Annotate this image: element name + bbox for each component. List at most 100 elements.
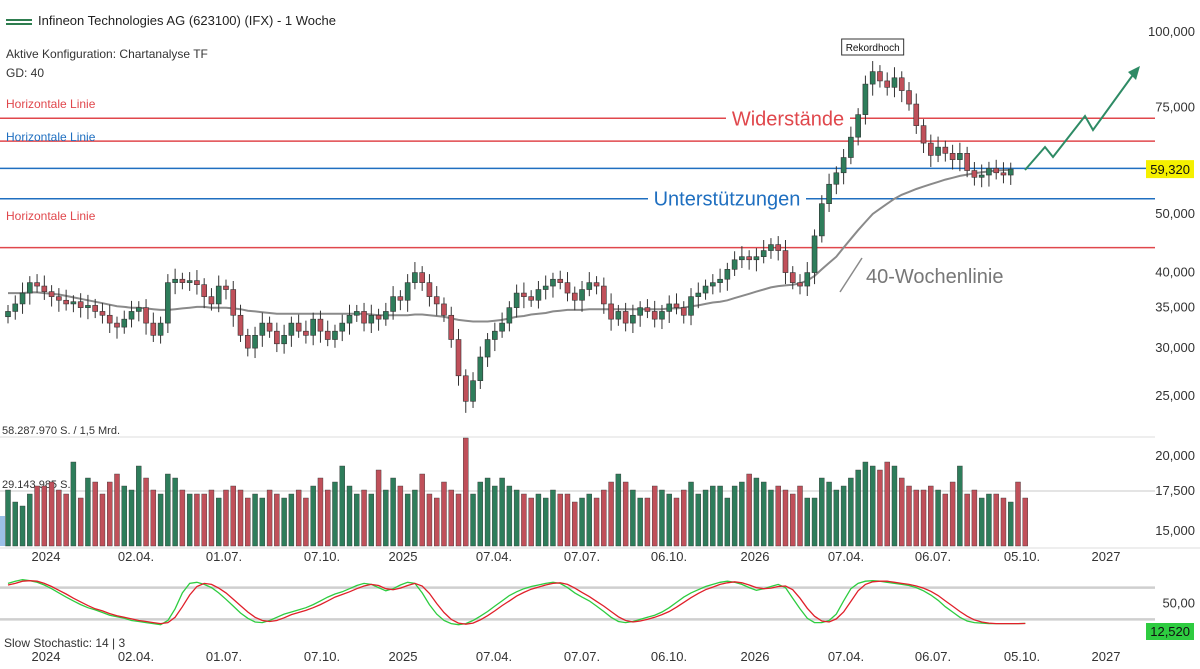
candle — [797, 282, 803, 287]
volume-bar — [281, 497, 287, 547]
volume-bar — [470, 493, 476, 547]
volume-bar — [383, 489, 389, 547]
volume-bar — [303, 497, 309, 547]
candle — [964, 153, 970, 171]
volume-bar — [186, 493, 193, 547]
volume-bar — [899, 477, 905, 547]
volume-bar — [506, 485, 513, 547]
stochastic-line-d — [7, 580, 1026, 625]
candle — [281, 335, 287, 345]
moving-average-line — [8, 168, 1011, 323]
candle — [1007, 168, 1014, 176]
candle — [622, 311, 629, 324]
volume-bar — [295, 489, 302, 547]
candle — [106, 314, 113, 324]
candle — [971, 170, 978, 178]
volume-bar — [157, 493, 164, 547]
volume-bar — [397, 485, 404, 547]
volume-bar — [753, 477, 760, 547]
x-axis-tick: 2027 — [1092, 549, 1121, 564]
volume-bar — [85, 477, 91, 547]
volume-bar — [986, 493, 992, 547]
candle — [462, 375, 469, 402]
volume-bar — [208, 489, 215, 547]
candle — [455, 339, 462, 377]
volume-bar — [760, 481, 767, 547]
chart-title-text: Infineon Technologies AG (623100) (IFX) … — [38, 13, 336, 28]
volume-bar — [790, 493, 796, 547]
candle — [361, 311, 367, 324]
volume-bar — [245, 497, 251, 547]
volume-scale-label: 58.287.970 S. / 1,5 Mrd. — [2, 425, 120, 437]
volume-bar — [884, 461, 890, 547]
volume-bar — [971, 489, 978, 547]
volume-bar — [404, 493, 411, 547]
ma-annotation: 40-Wochenlinie — [866, 266, 1004, 288]
volume-bar — [1008, 501, 1014, 547]
candle — [688, 296, 694, 316]
x-axis-tick: 06.10. — [651, 549, 687, 564]
volume-bar — [775, 485, 781, 547]
candle — [673, 303, 680, 308]
volume-bar — [5, 489, 11, 547]
volume-bar — [659, 489, 665, 547]
candle — [353, 311, 360, 316]
chart-title: Infineon Technologies AG (623100) (IFX) … — [6, 13, 336, 28]
candle — [819, 203, 825, 237]
volume-bar — [811, 497, 818, 547]
candle — [230, 289, 237, 316]
candle — [775, 244, 782, 251]
candle — [375, 314, 382, 320]
volume-bar — [542, 497, 549, 547]
x-axis-tick: 07.07. — [564, 649, 600, 664]
candle — [252, 335, 258, 349]
volume-bar — [136, 465, 142, 547]
price-axis-tick: 35,000 — [1155, 300, 1195, 315]
volume-bar — [949, 481, 956, 547]
volume-bar — [48, 481, 55, 547]
volume-bar — [346, 485, 353, 547]
volume-bar — [920, 489, 927, 547]
candle — [26, 282, 33, 294]
volume-bar — [99, 493, 106, 547]
candle — [659, 311, 665, 320]
volume-axis-tick: 17,500 — [1155, 483, 1195, 498]
candle — [157, 322, 164, 336]
volume-bar — [216, 497, 222, 547]
last-price-badge — [1146, 160, 1194, 179]
candle — [579, 289, 585, 301]
candle — [608, 303, 614, 320]
volume-bar — [1022, 497, 1028, 547]
x-axis-tick: 06.07. — [915, 549, 951, 564]
candle — [266, 322, 273, 332]
candle — [390, 296, 396, 312]
candle — [499, 322, 505, 332]
candle — [986, 168, 992, 176]
candle — [731, 259, 738, 270]
volume-bar — [833, 489, 840, 547]
volume-bar — [484, 477, 491, 547]
candle — [295, 322, 302, 332]
volume-bar — [993, 493, 999, 547]
x-axis-tick: 07.04. — [828, 649, 864, 664]
candle — [441, 303, 447, 316]
candle — [826, 183, 832, 205]
candle — [753, 256, 760, 261]
candle — [869, 71, 876, 85]
volume-bar — [92, 481, 98, 547]
candle — [63, 299, 69, 305]
volume-bar — [877, 469, 883, 547]
volume-bar — [19, 505, 26, 547]
volume-bar — [419, 473, 425, 547]
volume-bar — [855, 469, 861, 547]
series-legend-icon — [6, 18, 32, 25]
candle — [702, 285, 709, 294]
x-axis-tick: 06.07. — [915, 649, 951, 664]
volume-bar — [644, 497, 651, 547]
candle — [48, 291, 55, 297]
x-axis-tick: 07.04. — [828, 549, 864, 564]
candle — [680, 307, 687, 316]
stochastic-axis-tick: 50,00 — [1162, 596, 1195, 611]
candle — [695, 292, 702, 297]
